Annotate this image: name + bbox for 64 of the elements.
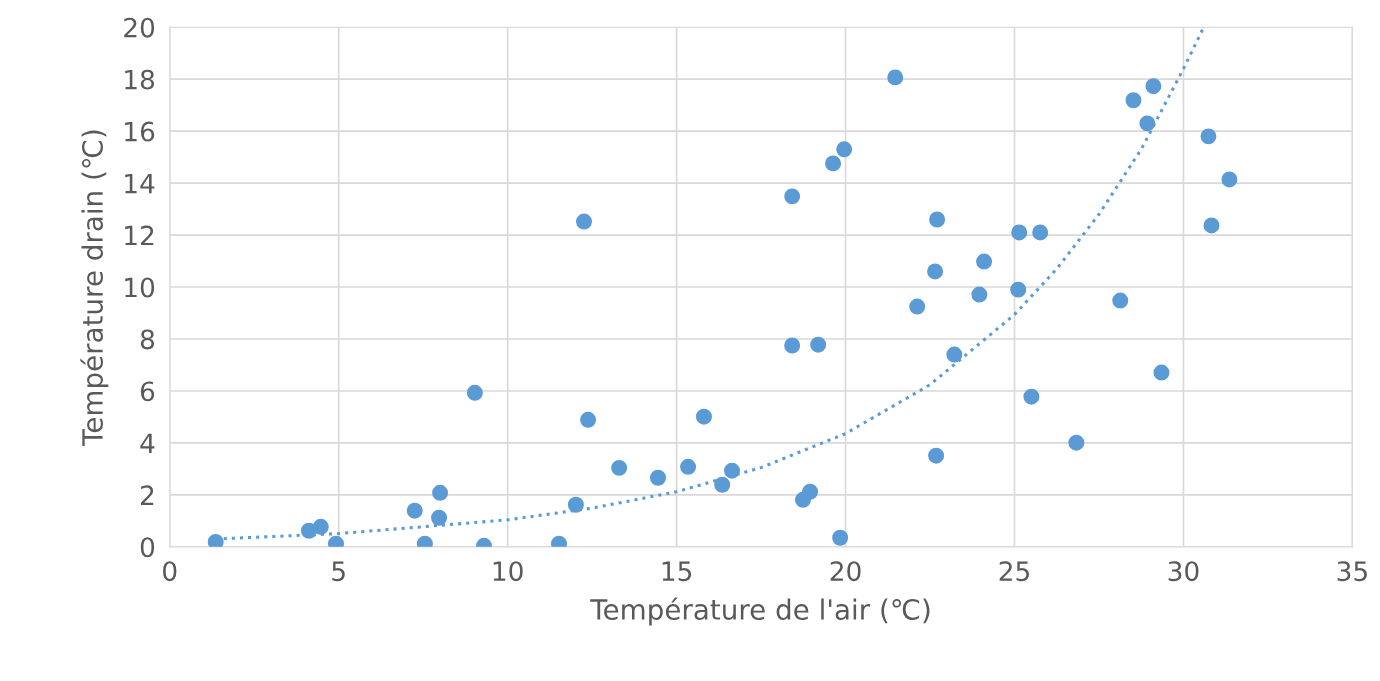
y-tick-label: 12 bbox=[125, 225, 154, 246]
y-axis-title: Température drain (℃) bbox=[80, 130, 109, 447]
point bbox=[567, 496, 584, 513]
point bbox=[680, 458, 697, 475]
y-tick-label: 6 bbox=[140, 381, 155, 402]
point bbox=[431, 509, 448, 526]
y-tick-label: 18 bbox=[125, 69, 155, 90]
point bbox=[976, 253, 993, 270]
point bbox=[1139, 115, 1156, 132]
point bbox=[784, 188, 801, 205]
x-tick-label: 35 bbox=[1337, 561, 1367, 582]
point bbox=[1203, 217, 1220, 234]
x-tick-label: 15 bbox=[662, 561, 692, 582]
y-tick-label: 10 bbox=[125, 277, 155, 298]
point bbox=[1068, 434, 1085, 451]
point bbox=[810, 336, 827, 353]
x-tick-label: 30 bbox=[1168, 561, 1199, 582]
point bbox=[909, 298, 926, 315]
point bbox=[611, 459, 628, 476]
point bbox=[1221, 171, 1238, 188]
x-axis-title: Température de l'air (℃) bbox=[590, 597, 930, 626]
point bbox=[784, 337, 801, 354]
point bbox=[1010, 281, 1027, 298]
y-tick-label: 0 bbox=[140, 537, 155, 558]
point bbox=[1032, 224, 1049, 241]
y-tick-label: 16 bbox=[125, 121, 155, 142]
point bbox=[928, 447, 945, 464]
x-tick-label: 0 bbox=[163, 561, 177, 582]
point bbox=[1200, 128, 1217, 145]
point bbox=[825, 155, 842, 172]
point bbox=[1112, 292, 1129, 309]
point bbox=[836, 141, 853, 158]
y-tick-label: 20 bbox=[124, 17, 155, 38]
point bbox=[946, 346, 963, 363]
point bbox=[1153, 364, 1170, 381]
point bbox=[406, 502, 423, 519]
point bbox=[929, 211, 946, 228]
x-tick-label: 10 bbox=[493, 561, 523, 582]
point bbox=[466, 384, 483, 401]
point bbox=[207, 533, 224, 547]
x-tick-label: 5 bbox=[332, 561, 345, 582]
y-tick-label: 14 bbox=[125, 173, 155, 194]
point bbox=[802, 483, 819, 500]
point bbox=[887, 69, 904, 86]
point bbox=[971, 286, 988, 303]
point bbox=[1145, 78, 1162, 95]
point bbox=[1023, 388, 1040, 405]
point bbox=[927, 263, 944, 280]
point bbox=[1011, 224, 1028, 241]
point bbox=[832, 529, 849, 546]
point bbox=[580, 411, 597, 428]
point bbox=[650, 469, 666, 486]
y-tick-label: 8 bbox=[140, 329, 155, 350]
point bbox=[1125, 92, 1142, 109]
point bbox=[724, 462, 740, 479]
point bbox=[576, 213, 592, 230]
point bbox=[312, 518, 329, 535]
y-tick-label: 2 bbox=[141, 485, 154, 505]
x-tick-label: 25 bbox=[999, 561, 1029, 582]
x-tick-label: 20 bbox=[830, 561, 861, 582]
y-tick-label: 4 bbox=[140, 433, 155, 453]
point bbox=[714, 476, 731, 493]
point bbox=[432, 484, 449, 501]
point bbox=[695, 408, 712, 425]
